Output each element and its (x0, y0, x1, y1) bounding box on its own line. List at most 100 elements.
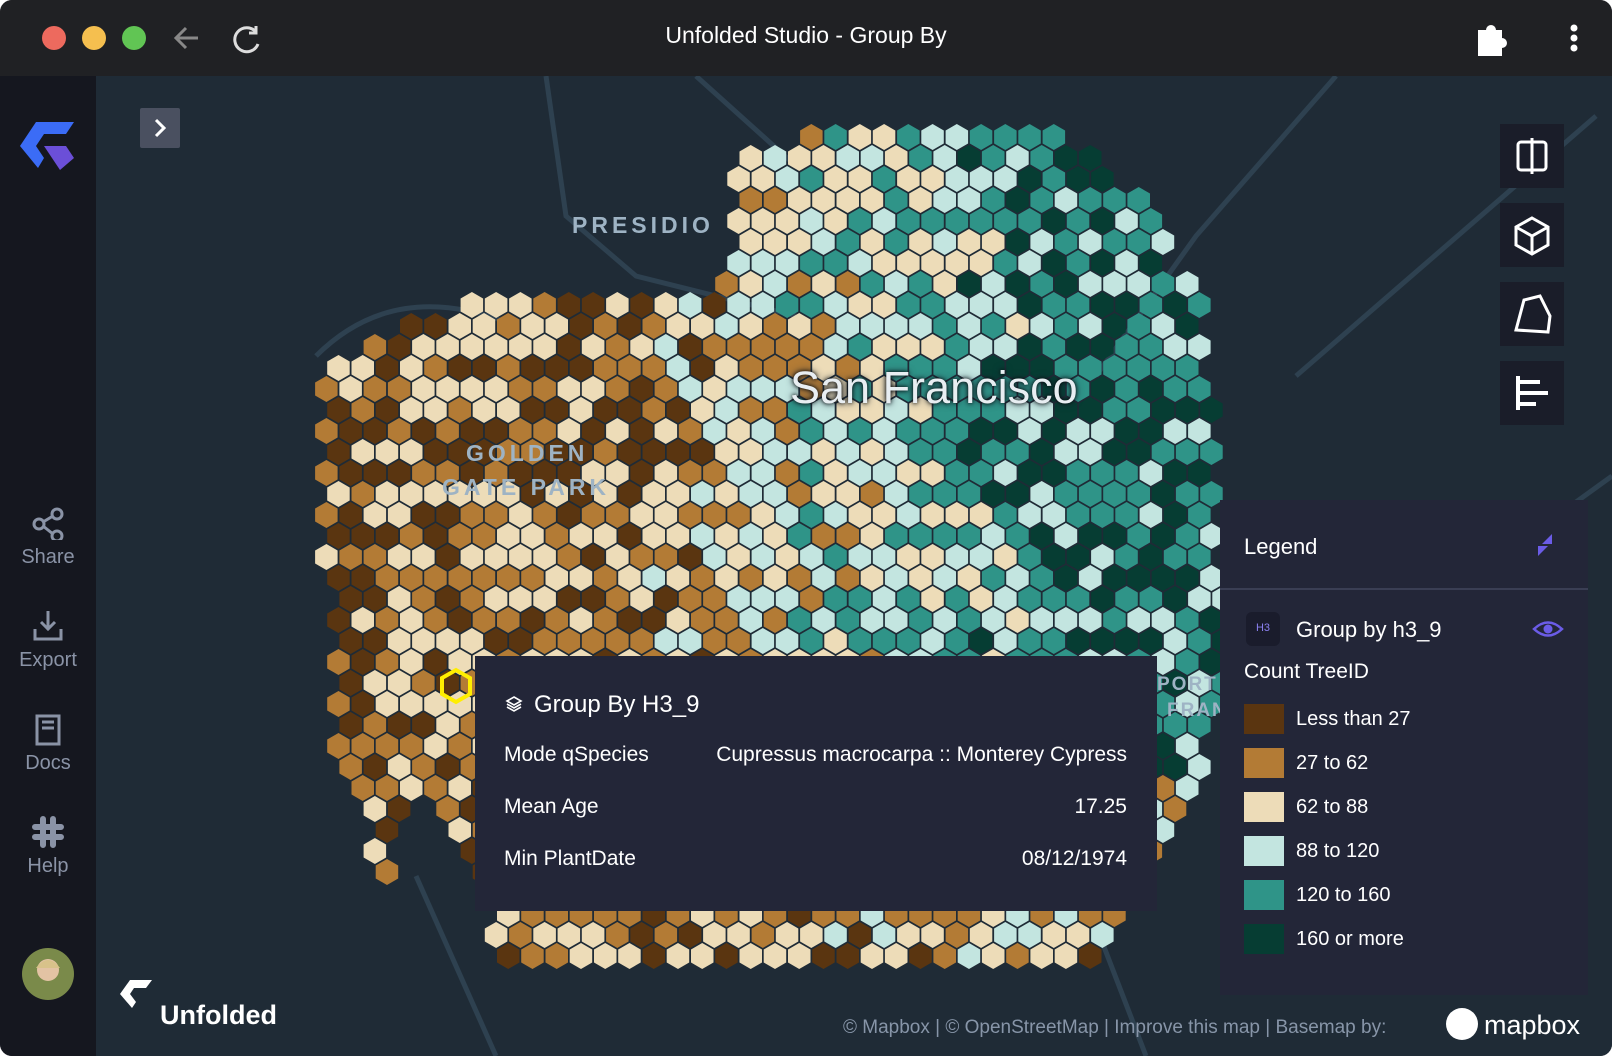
hex-cell[interactable] (375, 775, 399, 801)
hex-cell[interactable] (703, 334, 726, 360)
hex-cell[interactable] (557, 460, 581, 486)
hex-cell[interactable] (897, 334, 920, 360)
hex-cell[interactable] (981, 439, 1005, 465)
hex-cell[interactable] (497, 481, 520, 507)
hex-cell[interactable] (678, 628, 702, 654)
hex-cell[interactable] (897, 418, 920, 444)
hex-cell[interactable] (800, 250, 823, 276)
hex-cell[interactable] (424, 397, 447, 423)
hex-cell[interactable] (351, 775, 375, 801)
hex-cell[interactable] (981, 397, 1005, 423)
hex-cell[interactable] (897, 376, 920, 402)
hex-cell[interactable] (909, 229, 932, 255)
hex-cell[interactable] (1054, 229, 1078, 255)
hex-cell[interactable] (1066, 166, 1090, 192)
hex-cell[interactable] (788, 565, 811, 591)
hex-cell[interactable] (872, 418, 896, 444)
hex-cell[interactable] (860, 145, 884, 171)
hex-cell[interactable] (375, 691, 399, 717)
hex-cell[interactable] (751, 208, 775, 234)
hex-cell[interactable] (751, 334, 775, 360)
hex-cell[interactable] (957, 523, 981, 549)
hex-cell[interactable] (812, 355, 835, 381)
hex-cell[interactable] (691, 481, 714, 507)
hex-cell[interactable] (945, 922, 969, 948)
hex-cell[interactable] (800, 124, 823, 150)
hex-cell[interactable] (1091, 418, 1114, 444)
hex-cell[interactable] (775, 502, 799, 528)
hex-cell[interactable] (618, 523, 641, 549)
hex-cell[interactable] (812, 943, 835, 969)
hex-cell[interactable] (630, 292, 653, 318)
hex-cell[interactable] (472, 565, 496, 591)
hex-cell[interactable] (872, 124, 896, 150)
hex-cell[interactable] (497, 313, 520, 339)
hex-cell[interactable] (1151, 691, 1175, 717)
hex-cell[interactable] (339, 544, 362, 570)
hex-cell[interactable] (533, 502, 556, 528)
hex-cell[interactable] (1078, 187, 1102, 213)
hex-cell[interactable] (800, 166, 823, 192)
hex-cell[interactable] (969, 502, 993, 528)
hex-cell[interactable] (1151, 817, 1175, 843)
hex-cell[interactable] (1163, 460, 1187, 486)
hex-cell[interactable] (1054, 523, 1078, 549)
hex-cell[interactable] (436, 460, 459, 486)
hex-cell[interactable] (1018, 124, 1041, 150)
hex-cell[interactable] (497, 565, 520, 591)
hex-cell[interactable] (945, 292, 969, 318)
hex-cell[interactable] (1139, 628, 1163, 654)
hex-cell[interactable] (472, 607, 496, 633)
hex-cell[interactable] (848, 376, 872, 402)
hex-cell[interactable] (763, 145, 787, 171)
hex-cell[interactable] (618, 565, 641, 591)
hex-cell[interactable] (860, 229, 884, 255)
hex-cell[interactable] (836, 145, 860, 171)
hex-cell[interactable] (788, 355, 811, 381)
hex-cell[interactable] (848, 460, 872, 486)
hex-cell[interactable] (994, 166, 1017, 192)
hex-cell[interactable] (945, 166, 969, 192)
hex-cell[interactable] (884, 523, 908, 549)
hex-cell[interactable] (897, 124, 920, 150)
hex-cell[interactable] (1151, 481, 1175, 507)
hex-cell[interactable] (1163, 586, 1187, 612)
hex-cell[interactable] (1151, 733, 1175, 759)
hex-cell[interactable] (1054, 397, 1078, 423)
hex-cell[interactable] (630, 376, 653, 402)
hex-cell[interactable] (994, 418, 1017, 444)
hex-cell[interactable] (775, 376, 799, 402)
hex-cell[interactable] (1042, 334, 1066, 360)
hex-cell[interactable] (1042, 460, 1066, 486)
hex-cell[interactable] (1115, 628, 1138, 654)
hex-cell[interactable] (812, 313, 835, 339)
hex-cell[interactable] (400, 355, 423, 381)
hex-cell[interactable] (775, 208, 799, 234)
hex-cell[interactable] (666, 439, 690, 465)
hex-cell[interactable] (860, 523, 884, 549)
hex-cell[interactable] (521, 355, 544, 381)
hex-cell[interactable] (497, 523, 520, 549)
hex-cell[interactable] (424, 355, 447, 381)
hex-cell[interactable] (1127, 439, 1150, 465)
hex-cell[interactable] (497, 355, 520, 381)
hex-cell[interactable] (412, 460, 435, 486)
hex-cell[interactable] (400, 313, 423, 339)
hex-cell[interactable] (824, 460, 847, 486)
hex-cell[interactable] (1078, 481, 1102, 507)
hex-cell[interactable] (933, 523, 956, 549)
hex-cell[interactable] (1006, 943, 1029, 969)
hex-cell[interactable] (945, 250, 969, 276)
hex-cell[interactable] (981, 313, 1005, 339)
hex-cell[interactable] (1175, 271, 1199, 297)
hex-cell[interactable] (1066, 586, 1090, 612)
hex-cell[interactable] (497, 397, 520, 423)
hex-cell[interactable] (484, 544, 508, 570)
hex-cell[interactable] (860, 943, 884, 969)
hex-cell[interactable] (1006, 607, 1029, 633)
hex-cell[interactable] (1091, 922, 1114, 948)
hex-cell[interactable] (775, 460, 799, 486)
hex-cell[interactable] (606, 418, 629, 444)
hex-cell[interactable] (1091, 166, 1114, 192)
hex-cell[interactable] (945, 502, 969, 528)
